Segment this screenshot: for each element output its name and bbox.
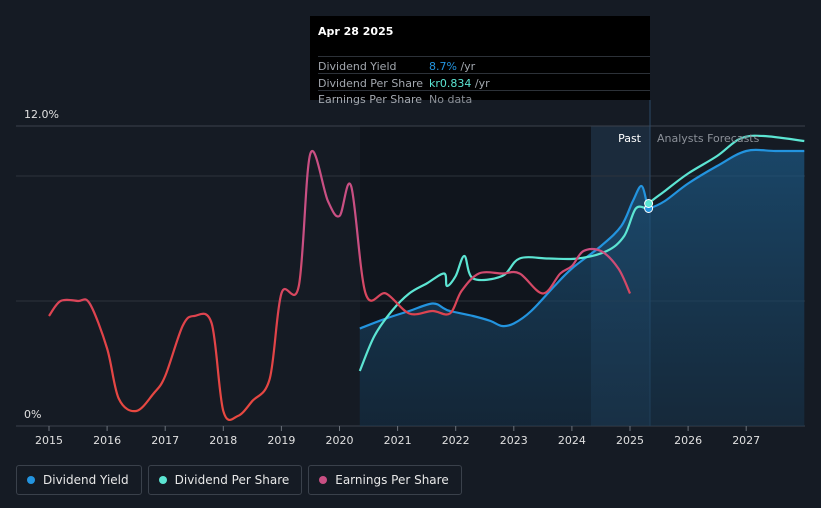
chart: 2015 2016 2017 2018 2019 2020 2021 2022 2023 2024… [16, 100, 805, 447]
legend-label: Dividend Yield [43, 473, 129, 487]
legend-dot-icon [319, 476, 328, 484]
dividend-yield-line [359, 148, 805, 330]
tooltip-row-dividend-yield: Dividend Yield 8.7% /yr [318, 56, 650, 74]
x-tick-label: 2018 [209, 434, 237, 447]
y-tick-label-min: 0% [24, 408, 41, 421]
tooltip-label: Dividend Yield [318, 60, 397, 73]
x-tick-label: 2016 [93, 434, 121, 447]
tooltip-date: Apr 28 2025 [318, 25, 394, 38]
x-tick-label: 2019 [267, 434, 295, 447]
tooltip-label: Dividend Per Share [318, 77, 424, 90]
x-tick-label: 2023 [500, 434, 528, 447]
dividend-per-share-marker[interactable] [644, 199, 654, 208]
legend-item-earnings-per-share[interactable]: Earnings Per Share [308, 465, 462, 495]
tooltip-unit: /yr [471, 77, 490, 90]
tooltip-row-earnings-per-share: Earnings Per Share No data [318, 90, 650, 106]
tooltip-value: kr0.834 [429, 77, 472, 90]
legend-item-dividend-per-share[interactable]: Dividend Per Share [147, 465, 303, 495]
x-tick-label: 2026 [674, 434, 702, 447]
past-label: Past [618, 132, 642, 145]
x-tick-label: 2024 [558, 434, 586, 447]
x-tick-label: 2020 [326, 434, 354, 447]
tooltip-label: Earnings Per Share [318, 93, 423, 106]
earnings-per-share-line [48, 149, 632, 422]
tooltip-value: 8.7% [429, 60, 457, 73]
x-tick-label: 2021 [384, 434, 412, 447]
legend-label: Dividend Per Share [174, 473, 290, 487]
tooltip: Apr 28 2025 Dividend Yield 8.7% /yr Divi… [310, 16, 650, 106]
x-tick-label: 2017 [151, 434, 179, 447]
x-tick-label: 2027 [732, 434, 760, 447]
dividend-per-share-line [358, 134, 805, 372]
legend-label: Earnings Per Share [335, 473, 449, 487]
dividend-yield-area [359, 149, 805, 426]
legend-item-dividend-yield[interactable]: Dividend Yield [16, 465, 142, 495]
x-tick-label: 2025 [616, 434, 644, 447]
x-tick-label: 2022 [442, 434, 470, 447]
legend: Dividend Yield Dividend Per Share Earnin… [16, 465, 462, 495]
tooltip-value: No data [429, 93, 473, 106]
x-tick-label: 2015 [35, 434, 63, 447]
y-tick-label-max: 12.0% [24, 108, 59, 121]
legend-dot-icon [27, 476, 35, 484]
tooltip-unit: /yr [456, 60, 476, 73]
tooltip-row-dividend-per-share: Dividend Per Share kr0.834 /yr [318, 73, 650, 91]
forecast-label: Analysts Forecasts [657, 132, 760, 145]
legend-dot-icon [158, 476, 167, 484]
